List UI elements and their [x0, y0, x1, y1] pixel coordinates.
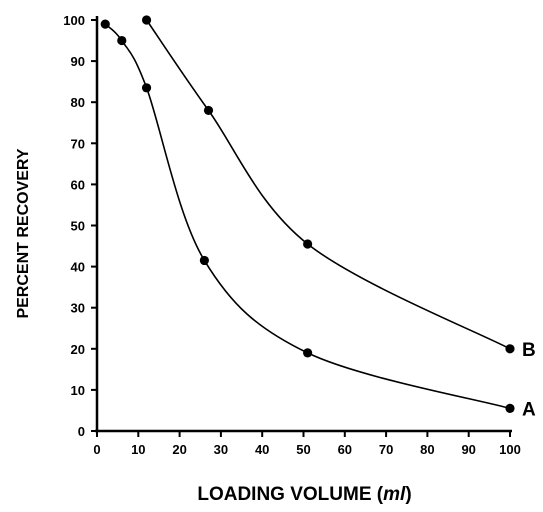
y-tick-label: 90 — [71, 54, 85, 69]
y-tick-label: 10 — [71, 383, 85, 398]
y-tick-label: 0 — [78, 424, 85, 439]
series-a-point — [505, 403, 515, 413]
plot-area: 0 10 20 30 40 50 60 70 80 90 100 0 10 20 30 40 50 60 70 80… — [63, 13, 536, 457]
y-tick-label: 80 — [71, 95, 85, 110]
x-tick-label: 50 — [296, 442, 310, 457]
y-tick-label: 50 — [71, 219, 85, 234]
y-tick-label: 30 — [71, 301, 85, 316]
x-tick-label: 0 — [93, 442, 100, 457]
series-a-point — [100, 19, 110, 29]
series-a-point — [141, 83, 152, 93]
series-b-point — [303, 239, 313, 249]
series-b: B — [141, 15, 536, 361]
series-b-point — [141, 15, 152, 25]
series-layer: AB — [100, 15, 536, 420]
x-tick-label: 80 — [420, 442, 434, 457]
series-b-point — [203, 105, 214, 116]
y-tick-label: 60 — [71, 177, 85, 192]
x-tick-label: 70 — [379, 442, 393, 457]
series-a: A — [100, 19, 536, 420]
series-b-label: B — [522, 340, 536, 361]
x-tick-label: 40 — [255, 442, 269, 457]
x-tick-label: 90 — [461, 442, 475, 457]
x-tick-label: 60 — [338, 442, 352, 457]
x-axis-title-unit: ml — [383, 484, 406, 505]
y-axis-ticks: 0 10 20 30 40 50 60 70 80 90 100 — [63, 13, 97, 439]
y-tick-label: 40 — [71, 260, 85, 275]
x-axis-ticks: 0 10 20 30 40 50 60 70 80 90 100 — [93, 431, 521, 457]
series-b-point — [505, 344, 515, 354]
y-axis-title: PERCENT RECOVERY — [15, 148, 32, 318]
y-tick-label: 70 — [71, 136, 85, 151]
x-axis-title: LOADING VOLUME (ml) — [197, 484, 411, 505]
x-axis-title-main: LOADING VOLUME ( — [197, 484, 383, 505]
y-tick-label: 100 — [63, 13, 85, 28]
x-tick-label: 30 — [214, 442, 228, 457]
series-a-point — [199, 255, 209, 266]
series-a-point — [303, 348, 313, 358]
x-tick-label: 20 — [172, 442, 186, 457]
series-b-line — [145, 19, 511, 350]
series-a-point — [117, 35, 127, 46]
y-tick-label: 20 — [71, 342, 85, 357]
x-tick-label: 100 — [499, 442, 521, 457]
x-axis-title-close: ) — [405, 484, 411, 505]
x-tick-label: 10 — [131, 442, 145, 457]
series-a-label: A — [522, 399, 536, 420]
